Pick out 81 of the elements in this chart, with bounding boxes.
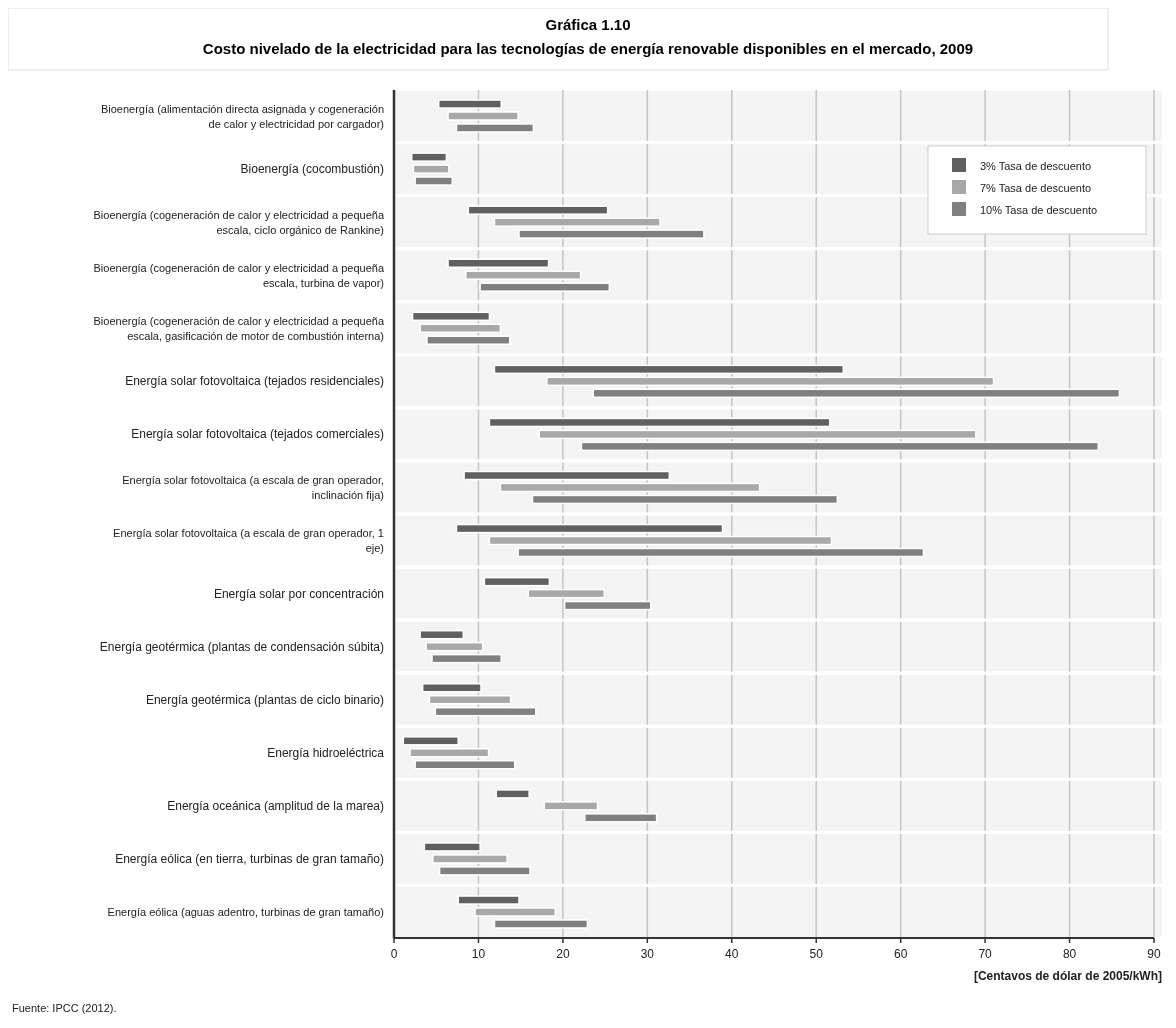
x-tick-label: 10 [471,947,486,961]
bar [493,919,589,929]
bar [438,866,531,876]
bar [527,588,606,599]
bar [412,164,450,174]
bar [425,641,484,652]
x-tick-label: 40 [725,947,739,961]
bar [421,683,482,693]
x-tick-label: 50 [809,947,824,961]
bar [402,736,459,746]
chart-subtitle: Costo nivelado de la electricidad para las tecnologías de energía renovable disponibles en el mercado, 2009 [202,40,974,57]
x-tick-label: 0 [390,947,398,961]
y-tick-label: Bioenergía (alimentación directa asignada y cogeneración de calor y electricidad por cargador) [100,102,384,130]
bar [414,176,454,186]
legend-label: 10% Tasa de descuento [980,204,1098,216]
y-tick-label: Bioenergía (cogeneración de calor y electricidad a pequeña escala, ciclo orgánico de Rankine) [93,208,385,236]
bar [495,789,530,799]
y-tick-label: Energía hidroeléctrica [267,745,385,760]
bar [563,600,652,611]
y-tick-label: Energía solar fotovoltaica (tejados comerciales) [131,427,384,442]
bar [463,470,671,481]
x-tick-label: 60 [893,947,908,961]
bar [447,258,550,268]
bar [467,205,609,215]
bar [580,441,1100,452]
bar [447,111,519,121]
bar [479,282,611,292]
bar [455,123,535,133]
bar [474,907,557,917]
y-tick-label: Bioenergía (cocombustión) [240,162,384,177]
bar [431,653,502,664]
y-tick-label: Energía geotérmica (plantas de ciclo binario) [145,692,384,707]
bar [457,895,520,905]
x-tick-label: 70 [978,947,993,961]
x-tick-label: 30 [640,947,655,961]
bar [592,388,1121,399]
y-tick-label: Energía eólica (aguas adentro, turbinas de gran tamaño) [107,906,384,918]
bar [414,760,516,770]
y-tick-label: Energía eólica (en tierra, turbinas de gran tamaño) [115,851,384,866]
x-tick-label: 80 [1062,947,1077,961]
y-tick-label: Bioenergía (cogeneración de calor y electricidad a pequeña escala, turbina de vapor) [93,261,385,289]
bar [517,547,925,558]
bar [455,523,724,534]
bar [488,417,831,428]
bar [493,364,844,375]
y-tick-label: Energía solar fotovoltaica (tejados residenciales) [125,374,384,389]
chart-title: Gráfica 1.10 [545,16,631,33]
bar [438,99,502,109]
bar [428,694,512,705]
bar [483,576,551,587]
bar [465,270,582,280]
bar [493,217,661,227]
y-tick-label: Energía geotérmica (plantas de condensación súbita) [99,639,384,654]
legend-label: 3% Tasa de descuento [980,160,1092,172]
x-tick-label: 90 [1147,947,1161,961]
y-tick-label: Energía solar por concentración [213,586,384,601]
bar [518,229,705,239]
x-axis-title: [Centavos de dólar de 2005/kWh] [973,969,1162,983]
bar [409,748,490,758]
bar [423,842,481,852]
bar [410,152,448,162]
x-tick-label: 20 [556,947,570,961]
bar [419,629,464,640]
bar [426,335,511,345]
bar [543,801,599,811]
y-tick-label: Bioenergía (cogeneración de calor y electricidad a pequeña escala, gasificación de motor de combustión interna) [93,314,385,342]
bar [411,311,491,322]
bar [488,535,833,546]
bar [531,494,839,505]
bar [419,323,502,334]
bar [432,854,508,864]
y-tick-label: Energía solar fotovoltaica (a escala de gran operador, 1 eje) [113,527,384,555]
bar [546,376,995,387]
bar [538,429,977,440]
bar [434,706,537,717]
bar [499,482,761,493]
legend-label: 7% Tasa de descuento [980,182,1092,194]
bar [584,813,658,823]
source-note: Fuente: IPCC (2012). [12,1002,117,1014]
y-tick-label: Energía solar fotovoltaica (a escala de gran operador, inclinación fija) [122,473,384,501]
y-tick-label: Energía oceánica (amplitud de la marea) [167,798,384,813]
